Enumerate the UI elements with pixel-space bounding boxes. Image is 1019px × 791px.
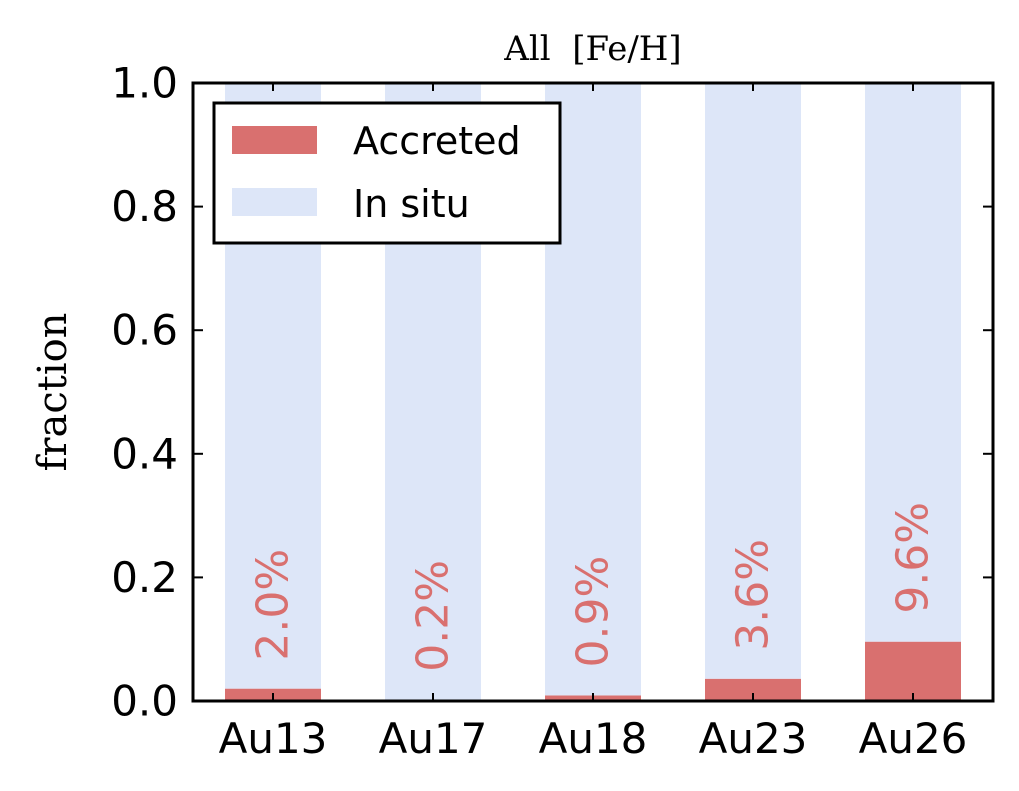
bar-label-au13: 2.0% — [248, 549, 299, 661]
ticks-layer: Au13 Au17 Au18 Au23 Au26 0.0 0.2 0.4 0.6 0.8 1.0 — [111, 59, 993, 763]
bar-label-au23: 3.6% — [728, 539, 779, 651]
bar-accreted-au23 — [705, 678, 801, 701]
y-tick-label-3: 0.6 — [111, 306, 178, 355]
y-tick-label-2: 0.4 — [111, 429, 178, 478]
legend-swatch-accreted — [232, 126, 317, 154]
bar-labels-layer: 2.0% 0.2% 0.9% 3.6% 9.6% — [248, 502, 939, 672]
y-tick-label-5: 1.0 — [111, 59, 178, 108]
x-tick-label-au26: Au26 — [859, 714, 968, 763]
legend-label-in-situ: In situ — [353, 182, 470, 226]
x-tick-label-au13: Au13 — [219, 714, 328, 763]
y-tick-label-4: 0.8 — [111, 182, 178, 231]
bar-in-situ-au26 — [865, 83, 961, 642]
y-axis-label: fraction — [30, 313, 76, 472]
x-tick-label-au18: Au18 — [539, 714, 648, 763]
bar-accreted-au26 — [865, 641, 961, 701]
bar-label-au18: 0.9% — [568, 556, 619, 668]
y-tick-label-1: 0.2 — [111, 553, 178, 602]
x-tick-label-au17: Au17 — [379, 714, 488, 763]
x-tick-label-au23: Au23 — [699, 714, 808, 763]
bar-in-situ-au23 — [705, 83, 801, 679]
legend-label-accreted: Accreted — [353, 119, 521, 163]
chart-title: All [Fe/H] — [503, 29, 681, 69]
bar-label-au26: 9.6% — [888, 502, 939, 614]
legend-swatch-in-situ — [232, 188, 317, 216]
bar-label-au17: 0.2% — [408, 560, 459, 672]
y-tick-label-0: 0.0 — [111, 677, 178, 726]
legend: Accreted In situ — [212, 101, 562, 245]
